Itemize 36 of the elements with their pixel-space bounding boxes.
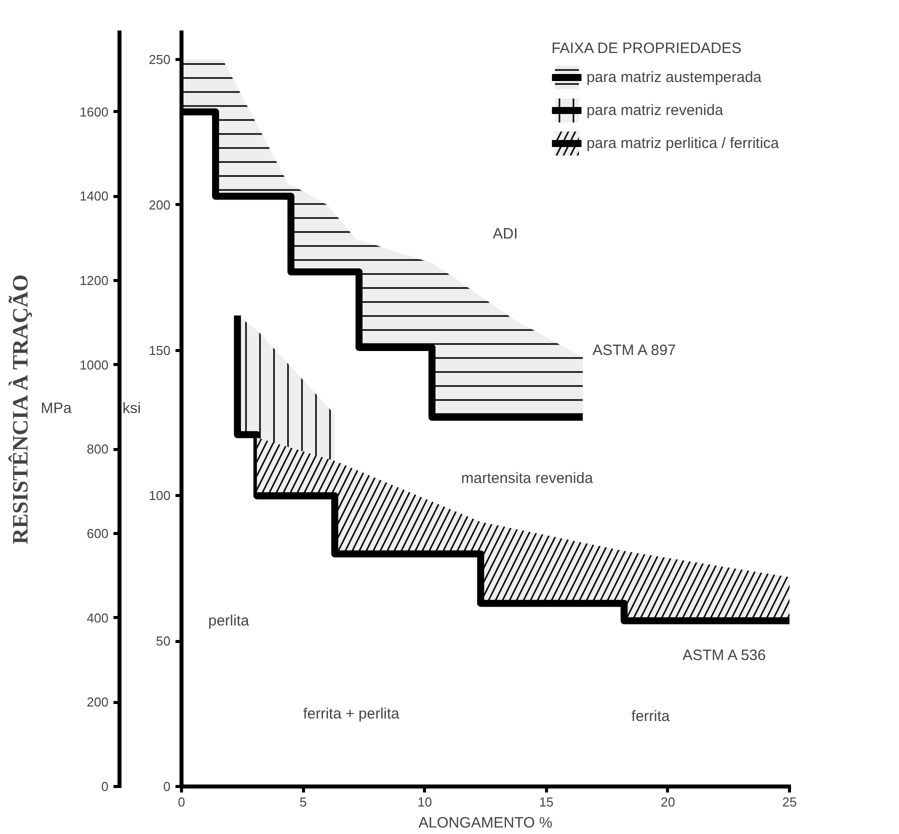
y2-tick-label: 1400 — [80, 188, 108, 204]
y-tick-label: 250 — [148, 52, 171, 68]
x-tick-label: 15 — [539, 794, 554, 810]
y2-tick-label: 400 — [86, 610, 109, 626]
x-tick-label: 25 — [782, 794, 797, 810]
y2-tick-label: 0 — [101, 779, 109, 794]
y2-tick-label: 800 — [86, 442, 109, 457]
y2-tick-label: 600 — [86, 526, 109, 542]
x-tick-label: 5 — [299, 794, 307, 810]
y2-tick-label: 1200 — [80, 273, 108, 288]
x-tick-label: 10 — [417, 794, 432, 810]
y2-axis-title: MPa — [40, 400, 72, 417]
y-axis-title: ksi — [122, 400, 141, 417]
y-tick-label: 0 — [163, 779, 171, 794]
annotation: ferrita — [631, 708, 670, 726]
y2-tick-label: 1000 — [80, 357, 108, 372]
annotation: perlita — [208, 612, 250, 630]
y-tick-label: 200 — [148, 197, 171, 212]
annotation: ADI — [492, 226, 518, 243]
y-tick-label: 50 — [156, 634, 171, 649]
legend-label: para matriz revenida — [586, 102, 724, 118]
y2-tick-label: 200 — [86, 694, 109, 710]
x-axis-title: ALONGAMENTO % — [418, 814, 552, 832]
legend-label: para matriz perlitica / ferritica — [586, 134, 779, 152]
text: RESISTÊNCIA À TRAÇÃO — [8, 274, 32, 544]
x-tick-label: 20 — [660, 794, 676, 810]
annotation: ASTM A 897 — [592, 342, 676, 359]
y2-tick-label: 1600 — [80, 104, 108, 120]
legend-title: FAIXA DE PROPRIEDADES — [551, 40, 742, 57]
legend-label: para matriz austemperada — [586, 68, 762, 86]
y-tick-label: 150 — [148, 342, 171, 358]
annotation: martensita revenida — [461, 470, 594, 487]
annotation: ferrita + perlita — [303, 705, 400, 722]
x-tick-label: 0 — [178, 794, 186, 810]
annotation: ASTM A 536 — [682, 647, 766, 664]
y-tick-label: 100 — [148, 488, 171, 504]
